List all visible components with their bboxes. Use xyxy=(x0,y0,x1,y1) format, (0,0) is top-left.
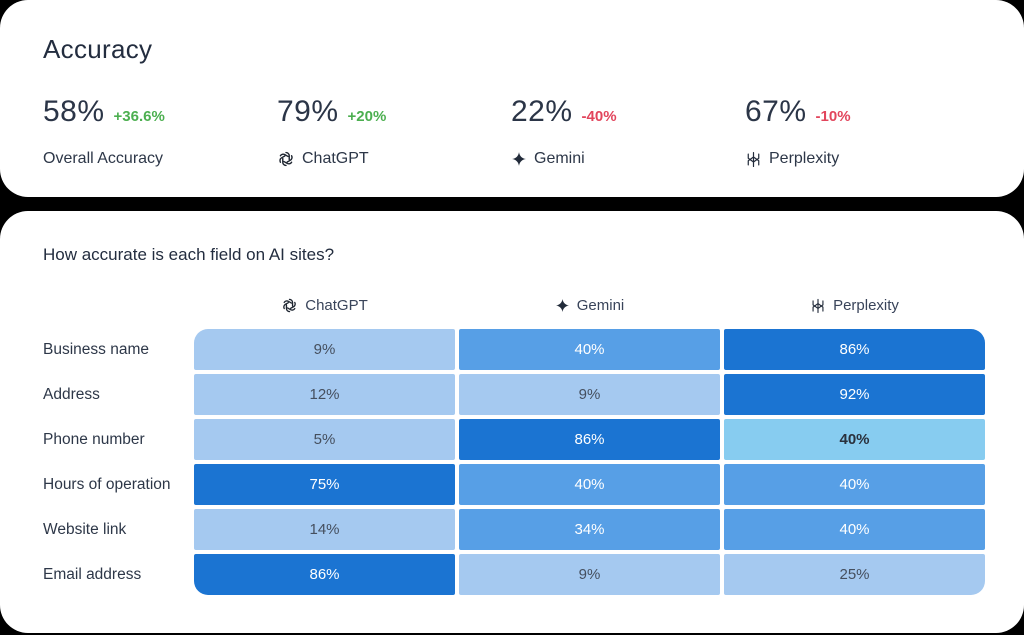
column-header-gemini-label: Gemini xyxy=(576,297,625,314)
chatgpt-delta: +20% xyxy=(347,108,387,125)
card-title: Accuracy xyxy=(43,34,153,64)
perplexity-value: 67% xyxy=(745,95,807,128)
row-label: Hours of operation xyxy=(43,475,171,493)
heatmap-cell: 75% xyxy=(194,464,455,505)
heatmap-cell: 9% xyxy=(194,329,455,370)
heatmap-cell: 40% xyxy=(724,509,985,550)
column-header-perplexity: Perplexity xyxy=(724,297,985,314)
heatmap-cell: 86% xyxy=(194,554,455,595)
chatgpt-label: ChatGPT xyxy=(302,150,369,167)
perplexity-label: Perplexity xyxy=(769,150,840,167)
heatmap-cell: 40% xyxy=(459,329,720,370)
gemini-label: Gemini xyxy=(534,150,585,167)
heatmap-cell: 14% xyxy=(194,509,455,550)
stat-chatgpt: 79% +20% ChatGPT xyxy=(277,95,511,168)
perplexity-label-row: Perplexity xyxy=(745,150,979,168)
heatmap-cell: 86% xyxy=(459,419,720,460)
perplexity-icon xyxy=(745,151,762,168)
stat-perplexity: 67% -10% Perplexity xyxy=(745,95,979,168)
accuracy-summary-card: Accuracy 58% +36.6% Overall Accuracy 79%… xyxy=(0,0,1024,197)
heatmap-cell: 9% xyxy=(459,374,720,415)
heatmap-grid: Business name 9% 40% 86% Address 12% 9% 92% Phon… xyxy=(43,329,985,595)
column-header-perplexity-label: Perplexity xyxy=(833,297,899,314)
heatmap-cell: 40% xyxy=(724,419,985,460)
heatmap-cell: 34% xyxy=(459,509,720,550)
stat-gemini: 22% -40% Gemini xyxy=(511,95,745,168)
perplexity-icon xyxy=(810,298,826,314)
heatmap-cell: 9% xyxy=(459,554,720,595)
gemini-icon xyxy=(511,151,527,167)
heatmap-cell: 25% xyxy=(724,554,985,595)
overall-accuracy-delta: +36.6% xyxy=(113,108,165,125)
row-label: Phone number xyxy=(43,430,145,448)
gemini-label-row: Gemini xyxy=(511,150,745,168)
heatmap-header: ChatGPT Gemini Perplexit xyxy=(43,297,985,314)
overall-accuracy-label-row: Overall Accuracy xyxy=(43,150,277,168)
stat-overall-accuracy: 58% +36.6% Overall Accuracy xyxy=(43,95,277,168)
stats-row: 58% +36.6% Overall Accuracy 79% +20% xyxy=(43,95,984,168)
overall-accuracy-value: 58% xyxy=(43,95,105,128)
gemini-value: 22% xyxy=(511,95,573,128)
overall-accuracy-label: Overall Accuracy xyxy=(43,150,164,167)
chatgpt-label-row: ChatGPT xyxy=(277,150,511,168)
heatmap-cell: 40% xyxy=(724,464,985,505)
row-label: Website link xyxy=(43,520,127,538)
row-label: Business name xyxy=(43,340,149,358)
chatgpt-value: 79% xyxy=(277,95,339,128)
gemini-delta: -40% xyxy=(581,108,617,125)
gemini-icon xyxy=(555,298,570,313)
column-header-gemini: Gemini xyxy=(459,297,720,314)
perplexity-delta: -10% xyxy=(815,108,851,125)
field-accuracy-card: How accurate is each field on AI sites? … xyxy=(0,211,1024,633)
header-spacer xyxy=(43,297,190,314)
column-header-chatgpt: ChatGPT xyxy=(194,297,455,314)
heatmap-cell: 5% xyxy=(194,419,455,460)
heatmap-question: How accurate is each field on AI sites? xyxy=(43,245,335,264)
heatmap-cell: 86% xyxy=(724,329,985,370)
heatmap-cell: 40% xyxy=(459,464,720,505)
heatmap-cell: 92% xyxy=(724,374,985,415)
openai-icon xyxy=(281,297,298,314)
row-label: Address xyxy=(43,385,100,403)
openai-icon xyxy=(277,150,295,168)
column-header-chatgpt-label: ChatGPT xyxy=(305,297,368,314)
row-label: Email address xyxy=(43,565,142,583)
heatmap-cell: 12% xyxy=(194,374,455,415)
